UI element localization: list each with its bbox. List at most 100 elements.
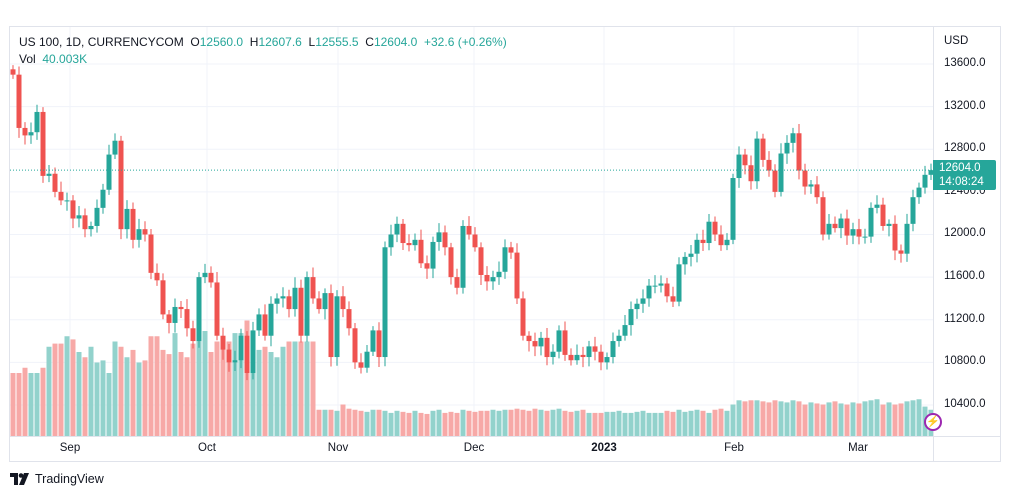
time-tick-label: Nov bbox=[327, 442, 349, 454]
volume-bar bbox=[448, 411, 454, 436]
candle-body bbox=[64, 200, 70, 202]
volume-bar bbox=[70, 339, 76, 436]
volume-bar bbox=[694, 409, 700, 436]
price-tick-label: 10800.0 bbox=[944, 355, 986, 368]
volume-bar bbox=[256, 349, 262, 436]
candle-body bbox=[370, 330, 376, 352]
candle-body bbox=[526, 335, 532, 342]
volume-bar bbox=[850, 402, 856, 436]
volume-bar bbox=[232, 333, 238, 436]
volume-bar bbox=[286, 341, 292, 436]
candle-body bbox=[22, 127, 28, 136]
volume-bar bbox=[868, 400, 874, 436]
volume-bar bbox=[472, 411, 478, 436]
volume-bar bbox=[406, 412, 412, 436]
volume-bar bbox=[370, 409, 376, 436]
tradingview-icon bbox=[10, 473, 29, 485]
candle-body bbox=[922, 174, 928, 188]
lightning-icon[interactable]: ⚡ bbox=[924, 413, 942, 431]
candle-body bbox=[382, 247, 388, 358]
candle-body bbox=[898, 250, 904, 254]
volume-label[interactable]: Vol bbox=[19, 52, 36, 66]
candle-body bbox=[592, 346, 598, 352]
volume-bar bbox=[382, 410, 388, 436]
volume-bar bbox=[640, 410, 646, 436]
candle-body bbox=[448, 247, 454, 278]
candle-body bbox=[826, 223, 832, 235]
volume-bar bbox=[322, 409, 328, 436]
candle-body bbox=[214, 282, 220, 336]
volume-bar bbox=[634, 411, 640, 436]
candle-body bbox=[34, 111, 40, 133]
low-value: 12555.5 bbox=[315, 35, 359, 49]
volume-bar bbox=[874, 399, 880, 436]
volume-bar bbox=[454, 412, 460, 436]
volume-bar bbox=[424, 413, 430, 436]
candle-body bbox=[208, 272, 214, 283]
open-value: 12560.0 bbox=[199, 35, 244, 49]
candle-body bbox=[514, 252, 520, 299]
time-tick-label: 2023 bbox=[591, 442, 617, 454]
candle-body bbox=[220, 335, 226, 350]
volume-bar bbox=[268, 352, 274, 436]
volume-bar bbox=[730, 404, 736, 436]
candle-body bbox=[376, 330, 382, 358]
candle-body bbox=[322, 293, 328, 310]
volume-bar bbox=[880, 404, 886, 436]
candle-body bbox=[814, 184, 820, 198]
volume-bar bbox=[340, 404, 346, 436]
volume-bar bbox=[262, 346, 268, 436]
time-tick-label: Dec bbox=[463, 442, 485, 454]
volume-bar bbox=[100, 360, 106, 436]
volume-bar bbox=[580, 409, 586, 436]
candle-body bbox=[820, 197, 826, 235]
candle-body bbox=[286, 296, 292, 310]
candle-body bbox=[424, 263, 430, 269]
volume-bar bbox=[910, 400, 916, 436]
volume-bar bbox=[154, 336, 160, 436]
volume-bar bbox=[814, 403, 820, 436]
candle-body bbox=[10, 69, 16, 75]
candle-body bbox=[652, 285, 658, 287]
volume-legend: Vol 40.003K bbox=[19, 52, 87, 66]
candle-body bbox=[82, 215, 88, 230]
volume-bar bbox=[568, 411, 574, 436]
volume-bar bbox=[124, 357, 130, 436]
candle-body bbox=[70, 200, 76, 219]
volume-bar bbox=[820, 404, 826, 436]
volume-bar bbox=[622, 412, 628, 436]
candle-body bbox=[76, 215, 82, 219]
volume-bar bbox=[58, 343, 64, 436]
volume-bar bbox=[652, 412, 658, 436]
volume-bar bbox=[658, 412, 664, 436]
candle-body bbox=[316, 298, 322, 310]
candle-body bbox=[466, 225, 472, 235]
candle-body bbox=[790, 133, 796, 143]
volume-bar bbox=[604, 411, 610, 436]
symbol-title[interactable]: US 100, 1D, CURRENCYCOM bbox=[19, 35, 184, 49]
volume-bar bbox=[10, 373, 16, 436]
candle-body bbox=[520, 298, 526, 336]
volume-bar bbox=[484, 410, 490, 436]
volume-bar bbox=[832, 401, 838, 436]
candle-body bbox=[166, 314, 172, 323]
candle-body bbox=[472, 234, 478, 248]
high-label: H bbox=[249, 35, 259, 49]
volume-bar bbox=[220, 346, 226, 436]
time-tick-label: Mar bbox=[848, 442, 868, 454]
volume-bar bbox=[178, 352, 184, 436]
candle-body bbox=[658, 283, 664, 286]
candle-body bbox=[280, 296, 286, 299]
candle-body bbox=[628, 309, 634, 326]
volume-bar bbox=[772, 400, 778, 436]
candle-body bbox=[664, 283, 670, 297]
candle-body bbox=[262, 314, 268, 336]
volume-bar bbox=[334, 410, 340, 436]
price-chart[interactable] bbox=[10, 27, 933, 436]
volume-bar bbox=[766, 402, 772, 436]
candle-body bbox=[796, 133, 802, 171]
volume-bar bbox=[46, 346, 52, 436]
candle-body bbox=[100, 189, 106, 208]
candle-body bbox=[916, 187, 922, 198]
tradingview-logo[interactable]: TradingView bbox=[10, 472, 104, 486]
